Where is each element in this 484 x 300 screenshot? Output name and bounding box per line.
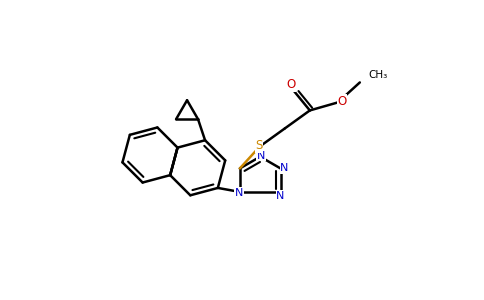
Text: N: N	[276, 191, 285, 201]
Text: N: N	[257, 151, 265, 161]
Text: O: O	[286, 78, 295, 91]
Text: N: N	[280, 164, 289, 173]
Text: O: O	[337, 95, 347, 108]
Text: N: N	[235, 188, 243, 198]
Text: CH₃: CH₃	[369, 70, 388, 80]
Text: S: S	[255, 139, 262, 152]
